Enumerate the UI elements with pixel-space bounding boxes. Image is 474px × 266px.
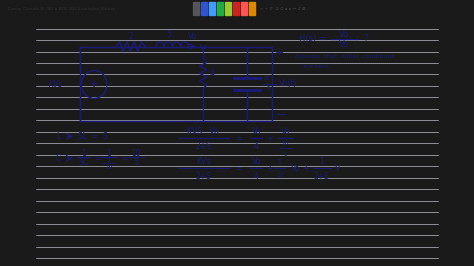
Text: C: C xyxy=(56,154,61,163)
Text: 4: 4 xyxy=(210,69,215,78)
Bar xyxy=(439,19,453,266)
Text: Vs: Vs xyxy=(339,40,349,49)
Text: 5: 5 xyxy=(134,158,138,167)
Text: =: = xyxy=(235,164,241,173)
Text: H(s) =: H(s) = xyxy=(299,34,326,43)
Text: KVS - Vo: KVS - Vo xyxy=(187,127,219,136)
Text: Vo(t): Vo(t) xyxy=(279,80,297,89)
Text: Vo: Vo xyxy=(188,32,197,41)
Bar xyxy=(217,2,223,15)
Text: +: + xyxy=(275,48,284,57)
Text: SL  =  S: SL = S xyxy=(78,132,108,141)
Bar xyxy=(233,2,239,15)
Text: 10: 10 xyxy=(105,165,112,170)
Text: =: = xyxy=(121,154,128,163)
Bar xyxy=(225,2,231,15)
Text: =: = xyxy=(235,134,241,143)
Text: SC: SC xyxy=(78,158,88,167)
Text: Vo: Vo xyxy=(339,30,349,39)
Text: Vo: Vo xyxy=(291,164,300,173)
Text: 10: 10 xyxy=(263,76,270,81)
Text: > + 8° ⊙ ⊙ ⌀ ⌀ ↩ ↺ ⊞: > + 8° ⊙ ⊙ ⌀ ⌀ ↩ ↺ ⊞ xyxy=(260,7,306,11)
Text: ?: ? xyxy=(364,34,368,43)
Text: +: + xyxy=(90,80,98,89)
Text: 4: 4 xyxy=(254,142,258,151)
Text: 5: 5 xyxy=(107,158,110,163)
Text: =: = xyxy=(94,154,100,163)
Text: KVs: KVs xyxy=(49,80,63,89)
Text: L: L xyxy=(56,132,60,141)
Bar xyxy=(249,2,255,15)
Text: 2+S: 2+S xyxy=(314,172,329,181)
Text: Vo: Vo xyxy=(281,127,290,136)
Text: – Assume  that  initial  conditions: – Assume that initial conditions xyxy=(290,54,394,59)
Text: 2: 2 xyxy=(128,32,133,41)
Text: 10: 10 xyxy=(131,149,141,158)
Text: S: S xyxy=(278,159,282,165)
Text: 5: 5 xyxy=(283,152,287,157)
Text: 1: 1 xyxy=(81,149,86,158)
Bar xyxy=(241,2,247,15)
Text: 2+S: 2+S xyxy=(195,142,211,151)
Text: 10: 10 xyxy=(282,141,289,146)
Text: 5: 5 xyxy=(166,30,171,39)
Text: Linear Circuits II - SU x ECE 202 Examples Videos: Linear Circuits II - SU x ECE 202 Exampl… xyxy=(8,7,115,11)
Text: are zero.: are zero. xyxy=(303,64,331,69)
Text: 4: 4 xyxy=(254,172,258,181)
Text: 10: 10 xyxy=(276,173,283,178)
Text: Vo: Vo xyxy=(252,127,261,136)
Text: +: + xyxy=(266,134,273,143)
Text: KVs: KVs xyxy=(196,157,210,166)
Text: 5: 5 xyxy=(267,86,271,92)
Text: 1: 1 xyxy=(319,157,324,166)
Bar xyxy=(193,2,199,15)
Text: Vo: Vo xyxy=(252,157,261,166)
Text: −: − xyxy=(275,109,286,122)
Text: 2+S: 2+S xyxy=(195,172,211,181)
Bar xyxy=(21,19,35,266)
Bar xyxy=(209,2,215,15)
Text: V: V xyxy=(335,164,340,173)
Text: 1: 1 xyxy=(106,149,111,158)
Bar xyxy=(185,2,191,15)
Text: +: + xyxy=(302,164,309,173)
Bar xyxy=(201,2,207,15)
Text: +: + xyxy=(266,164,273,173)
